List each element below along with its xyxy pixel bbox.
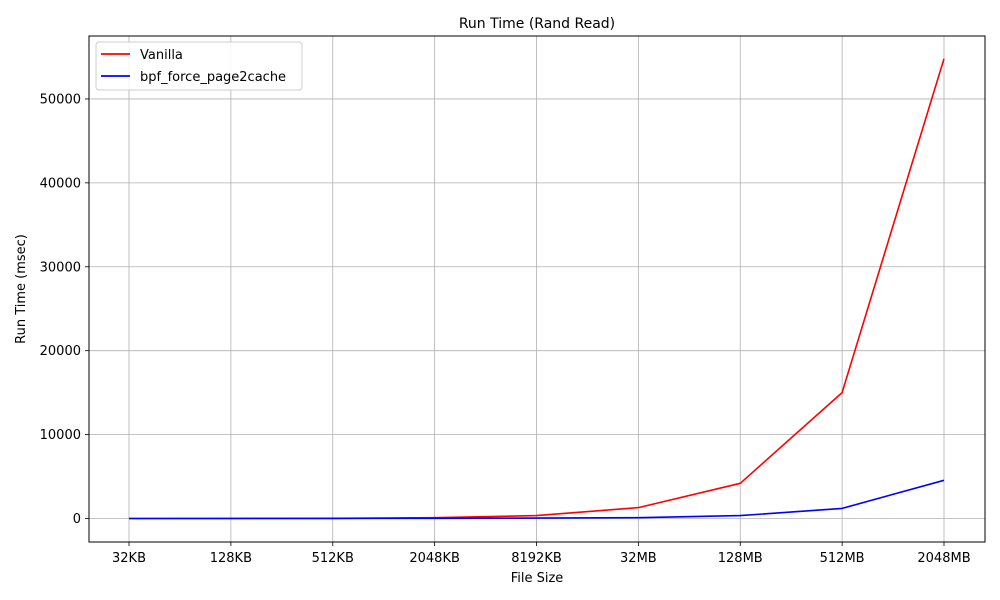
legend-label-bpf: bpf_force_page2cache	[140, 70, 286, 85]
x-tick-label: 2048MB	[917, 551, 970, 566]
x-tick-label: 512KB	[312, 551, 354, 566]
x-tick-label: 2048KB	[409, 551, 460, 566]
y-tick-label: 40000	[40, 176, 81, 191]
grid	[89, 36, 985, 542]
series-lines	[128, 58, 945, 520]
x-tick-label: 512MB	[820, 551, 865, 566]
y-axis-label: Run Time (msec)	[14, 234, 29, 344]
y-tick-label: 20000	[40, 344, 81, 359]
x-tick-label: 128KB	[210, 551, 252, 566]
legend-box	[95, 41, 303, 91]
x-axis-label: File Size	[511, 571, 564, 586]
y-tick-label: 10000	[40, 428, 81, 443]
series-line-bpf-force-page2cache	[129, 479, 945, 520]
y-tick-label: 30000	[40, 260, 81, 275]
y-axis-ticks: 0 10000 20000 30000 40000 50000	[40, 92, 89, 527]
x-tick-label: 8192KB	[511, 551, 562, 566]
legend: Vanilla bpf_force_page2cache	[95, 41, 303, 91]
x-axis-ticks: 32KB 128KB 512KB 2048KB 8192KB 32MB 128MB 512MB…	[112, 542, 971, 566]
x-tick-label: 128MB	[718, 551, 763, 566]
y-tick-label: 0	[73, 512, 81, 527]
x-tick-label: 32MB	[620, 551, 657, 566]
legend-label-vanilla: Vanilla	[140, 48, 183, 63]
plot-frame	[88, 35, 986, 543]
y-tick-label: 50000	[40, 92, 81, 107]
x-tick-label: 32KB	[112, 551, 146, 566]
chart-title: Run Time (Rand Read)	[459, 16, 615, 32]
